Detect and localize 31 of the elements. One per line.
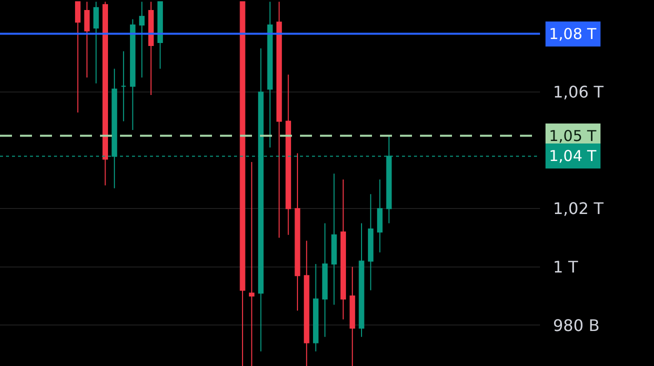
candlestick [368, 194, 374, 291]
candlestick [331, 173, 337, 306]
candlestick [350, 266, 356, 366]
candlestick [120, 50, 126, 122]
candlestick [322, 222, 328, 338]
y-tick-label: 1,06 T [553, 82, 604, 102]
candlestick [84, 1, 90, 78]
candlestick [294, 152, 300, 312]
candlestick [358, 222, 364, 338]
candlestick [139, 1, 145, 78]
candlestick [75, 1, 81, 113]
candlestick [102, 1, 108, 186]
y-tick-label: 1,02 T [553, 199, 604, 218]
ref-line-label: 1,04 T [549, 147, 598, 165]
candlestick [93, 1, 99, 84]
candlestick [240, 1, 246, 366]
candlestick [148, 1, 154, 96]
candlestick [286, 74, 292, 236]
candlestick [130, 18, 136, 130]
candlestick [267, 1, 273, 148]
candlestick [248, 162, 254, 366]
candlestick [377, 179, 383, 253]
y-tick-label: 1 T [553, 258, 578, 277]
candlestick [304, 240, 310, 366]
ref-line-label: 1,05 T [549, 127, 598, 145]
candlestick [157, 1, 163, 70]
candlestick [340, 179, 346, 320]
candlestick [313, 264, 319, 352]
y-tick-label: 980 B [553, 316, 600, 335]
ref-line-label: 1,08 T [549, 25, 598, 43]
candlestick [276, 1, 282, 238]
